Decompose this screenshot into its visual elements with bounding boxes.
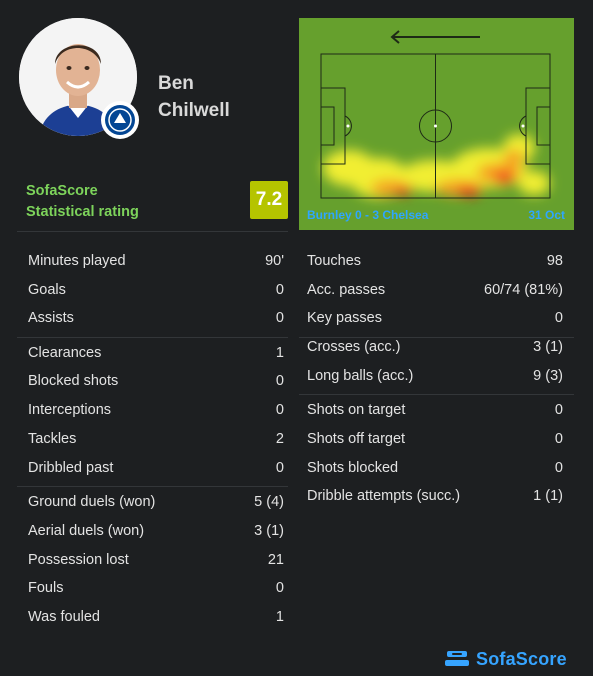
stat-row: Tackles 2 — [28, 426, 284, 455]
stat-label: Was fouled — [28, 609, 100, 625]
stat-label: Ground duels (won) — [28, 494, 156, 510]
stat-value: 1 (1) — [533, 488, 563, 504]
stat-value: 0 — [275, 402, 284, 418]
stat-row: Clearances 1 — [28, 340, 284, 369]
stat-value: 0 — [275, 580, 284, 596]
stat-label: Possession lost — [28, 552, 129, 568]
match-teams: Burnley 0 - 3 Chelsea — [307, 208, 429, 222]
stat-label: Shots on target — [307, 402, 406, 418]
stat-label: Clearances — [28, 345, 102, 361]
right-group-divider — [299, 337, 574, 338]
stat-row: Was fouled 1 — [28, 604, 284, 633]
stat-row: Key passes 0 — [307, 305, 563, 334]
stat-row: Long balls (acc.) 9 (3) — [307, 363, 563, 392]
stat-value: 98 — [546, 253, 563, 269]
stat-value: 0 — [554, 460, 563, 476]
stat-row: Minutes played 90' — [28, 248, 284, 277]
stat-row: Shots on target 0 — [307, 397, 563, 426]
stat-row: Goals 0 — [28, 277, 284, 306]
match-info: Burnley 0 - 3 Chelsea 31 Oct — [299, 208, 574, 224]
stat-row: Shots blocked 0 — [307, 455, 563, 484]
stat-label: Interceptions — [28, 402, 112, 418]
stat-value: 0 — [554, 310, 563, 326]
heatmap-pitch — [299, 18, 574, 230]
stat-value: 0 — [554, 431, 563, 447]
stat-row: Dribbled past 0 — [28, 455, 284, 484]
stat-label: Crosses (acc.) — [307, 339, 401, 355]
stat-value: 0 — [275, 282, 284, 298]
rating-title: SofaScore Statistical rating — [26, 181, 139, 223]
stat-label: Blocked shots — [28, 373, 119, 389]
stat-row: Shots off target 0 — [307, 426, 563, 455]
stat-label: Minutes played — [28, 253, 126, 269]
stat-label: Shots off target — [307, 431, 406, 447]
stat-value: 1 — [275, 345, 284, 361]
stat-row: Assists 0 — [28, 305, 284, 334]
stat-value: 21 — [267, 552, 284, 568]
stat-label: Long balls (acc.) — [307, 368, 414, 384]
stat-label: Touches — [307, 253, 362, 269]
stat-value: 9 (3) — [533, 368, 563, 384]
stat-value: 90' — [265, 253, 284, 269]
stat-row: Acc. passes 60/74 (81%) — [307, 277, 563, 306]
rating-badge: 7.2 — [250, 181, 288, 219]
stat-label: Dribbled past — [28, 460, 114, 476]
stat-row: Possession lost 21 — [28, 547, 284, 576]
stat-row: Aerial duels (won) 3 (1) — [28, 518, 284, 547]
rating-brand-label: SofaScore — [26, 183, 98, 199]
stat-label: Tackles — [28, 431, 77, 447]
stat-value: 0 — [275, 373, 284, 389]
stat-row: Interceptions 0 — [28, 397, 284, 426]
stat-row: Ground duels (won) 5 (4) — [28, 489, 284, 518]
stat-value: 0 — [554, 402, 563, 418]
match-date: 31 Oct — [528, 208, 565, 222]
player-last-name: Chilwell — [158, 100, 230, 121]
stat-row: Fouls 0 — [28, 575, 284, 604]
stat-label: Dribble attempts (succ.) — [307, 488, 461, 504]
stat-value: 3 (1) — [533, 339, 563, 355]
left-group-divider — [17, 337, 288, 338]
brand-label: SofaScore — [476, 648, 567, 669]
stat-value: 0 — [275, 460, 284, 476]
club-badge-icon — [101, 101, 139, 139]
heatmap: Burnley 0 - 3 Chelsea 31 Oct — [299, 18, 574, 230]
stat-row: Dribble attempts (succ.) 1 (1) — [307, 483, 563, 512]
right-group-divider — [299, 394, 574, 395]
left-arrow-icon — [390, 30, 480, 44]
header-divider — [17, 231, 288, 232]
stat-label: Fouls — [28, 580, 64, 596]
stat-label: Key passes — [307, 310, 382, 326]
sofascore-brand[interactable]: SofaScore — [445, 648, 567, 670]
stat-value: 5 (4) — [254, 494, 284, 510]
sofascore-logo-icon — [445, 651, 469, 666]
stat-label: Goals — [28, 282, 66, 298]
stat-row: Touches 98 — [307, 248, 563, 277]
player-name: Ben Chilwell — [158, 70, 230, 124]
stat-row: Crosses (acc.) 3 (1) — [307, 334, 563, 363]
stat-value: 2 — [275, 431, 284, 447]
stat-value: 1 — [275, 609, 284, 625]
stat-label: Aerial duels (won) — [28, 523, 145, 539]
stat-row: Blocked shots 0 — [28, 368, 284, 397]
left-group-divider — [17, 486, 288, 487]
player-avatar — [19, 18, 137, 136]
stat-value: 0 — [275, 310, 284, 326]
stat-value: 60/74 (81%) — [484, 282, 563, 298]
stat-value: 3 (1) — [254, 523, 284, 539]
rating-sub-label: Statistical rating — [26, 204, 139, 220]
player-first-name: Ben — [158, 73, 194, 94]
stat-label: Acc. passes — [307, 282, 386, 298]
stat-label: Assists — [28, 310, 74, 326]
stat-label: Shots blocked — [307, 460, 399, 476]
